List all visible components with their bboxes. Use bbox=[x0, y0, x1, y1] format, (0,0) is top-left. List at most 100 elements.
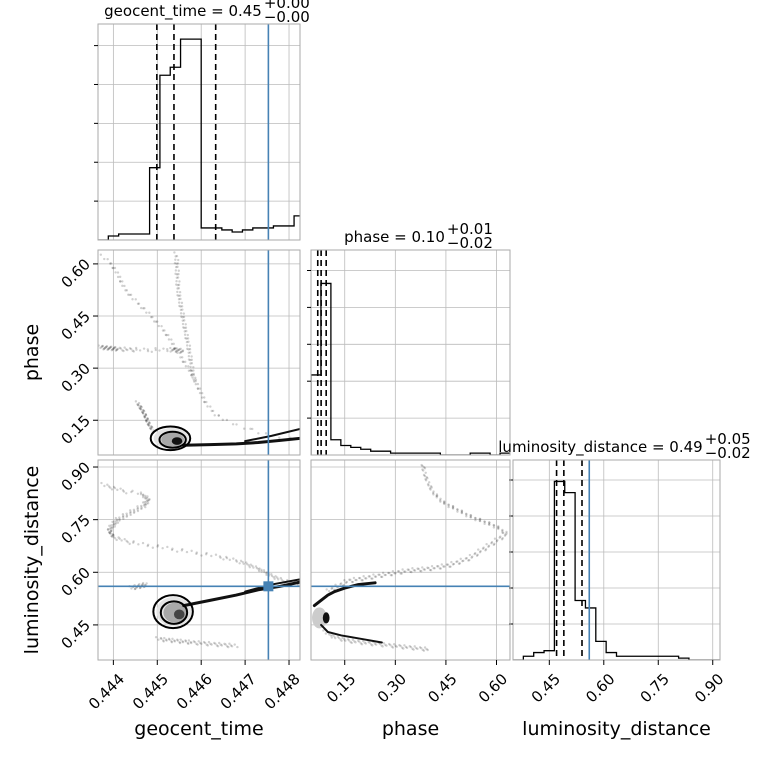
sample-point bbox=[334, 636, 337, 640]
sample-point bbox=[180, 549, 184, 552]
sample-point bbox=[503, 534, 507, 537]
sample-point bbox=[339, 582, 342, 586]
sample-point bbox=[184, 336, 187, 340]
sample-point bbox=[110, 534, 113, 538]
sample-point bbox=[192, 378, 195, 381]
sample-point bbox=[257, 432, 260, 435]
sample-point bbox=[157, 324, 160, 328]
sample-point bbox=[254, 565, 258, 568]
sample-point bbox=[365, 577, 368, 580]
sample-point bbox=[132, 541, 135, 544]
sample-point bbox=[483, 520, 486, 523]
sample-point bbox=[427, 481, 431, 484]
sample-point bbox=[173, 251, 176, 254]
sample-point bbox=[173, 640, 177, 643]
sample-point bbox=[449, 565, 452, 568]
sample-point bbox=[118, 275, 122, 279]
sample-point bbox=[188, 347, 192, 351]
sample-point bbox=[423, 568, 427, 571]
truth-marker bbox=[263, 581, 274, 592]
sample-point bbox=[146, 499, 149, 502]
sample-point bbox=[140, 410, 144, 414]
sample-point bbox=[350, 580, 354, 584]
sample-point bbox=[262, 569, 266, 572]
x-axis-label: geocent_time bbox=[134, 718, 263, 740]
density-ridge-secondary bbox=[320, 623, 383, 644]
sample-point bbox=[116, 518, 119, 521]
sample-point bbox=[141, 581, 145, 585]
sample-point bbox=[181, 316, 184, 319]
sample-point bbox=[147, 424, 151, 427]
sample-point bbox=[172, 348, 176, 351]
sample-point bbox=[222, 558, 225, 561]
sample-point bbox=[505, 530, 508, 534]
x-tick-label: 0.447 bbox=[217, 670, 260, 713]
sample-point bbox=[497, 526, 500, 529]
sample-point bbox=[260, 570, 263, 573]
sample-point bbox=[205, 551, 208, 555]
sample-point bbox=[210, 554, 213, 558]
sample-point bbox=[432, 493, 435, 496]
sample-point bbox=[139, 491, 143, 494]
histogram-bin bbox=[351, 447, 361, 455]
sample-point bbox=[119, 347, 123, 350]
sample-point bbox=[391, 569, 395, 573]
sample-point bbox=[394, 644, 397, 648]
sample-point bbox=[130, 587, 133, 590]
sample-point bbox=[378, 642, 382, 646]
sample-point bbox=[111, 533, 114, 536]
sample-point bbox=[487, 523, 491, 526]
sample-point bbox=[186, 333, 190, 337]
sample-point bbox=[138, 586, 142, 590]
sample-point bbox=[151, 426, 154, 429]
sample-point bbox=[125, 492, 128, 495]
panel-frame bbox=[512, 459, 721, 661]
density-ridge-secondary bbox=[244, 427, 300, 443]
sample-point bbox=[252, 566, 255, 569]
sample-point bbox=[492, 543, 496, 547]
sample-point bbox=[146, 349, 150, 353]
title-value: phase = 0.10 bbox=[344, 228, 445, 246]
sample-point bbox=[469, 515, 472, 519]
sample-point bbox=[397, 570, 401, 573]
sample-point bbox=[399, 572, 402, 575]
sample-point bbox=[139, 586, 142, 589]
sample-point bbox=[124, 289, 127, 292]
sample-point bbox=[446, 563, 450, 566]
sample-point bbox=[132, 540, 135, 543]
sample-point bbox=[128, 293, 131, 297]
sample-point bbox=[258, 567, 261, 570]
sample-point bbox=[260, 568, 263, 572]
panel-geocent_time-vs-luminosity_distance bbox=[98, 460, 300, 660]
sample-point bbox=[428, 487, 432, 490]
sample-point bbox=[474, 551, 477, 555]
sample-point bbox=[121, 489, 125, 492]
sample-point bbox=[460, 510, 464, 513]
sample-point bbox=[115, 519, 118, 523]
sample-point bbox=[224, 643, 227, 646]
sample-point bbox=[460, 511, 464, 515]
y-tick-label: 0.75 bbox=[58, 511, 94, 547]
sample-point bbox=[106, 528, 110, 531]
sample-point bbox=[189, 640, 192, 644]
sample-point bbox=[420, 463, 423, 467]
sample-point bbox=[181, 349, 185, 352]
sample-point bbox=[134, 587, 137, 590]
sample-point bbox=[327, 589, 331, 593]
sample-point bbox=[251, 564, 254, 568]
sample-point bbox=[191, 373, 194, 376]
sample-point bbox=[177, 298, 181, 301]
sample-point bbox=[142, 409, 145, 412]
sample-point bbox=[102, 348, 105, 351]
sample-point bbox=[455, 560, 458, 563]
sample-point bbox=[136, 403, 139, 406]
sample-point bbox=[439, 497, 442, 500]
sample-point bbox=[115, 348, 118, 352]
sample-point bbox=[180, 305, 184, 308]
y-axis-luminosity_distance: 0.45 0.60 0.75 0.90 luminosity_distance bbox=[21, 458, 98, 654]
sample-point bbox=[232, 557, 235, 560]
sample-point bbox=[265, 573, 268, 577]
sample-point bbox=[151, 315, 154, 319]
sample-point bbox=[107, 485, 111, 488]
sample-point bbox=[173, 261, 177, 265]
